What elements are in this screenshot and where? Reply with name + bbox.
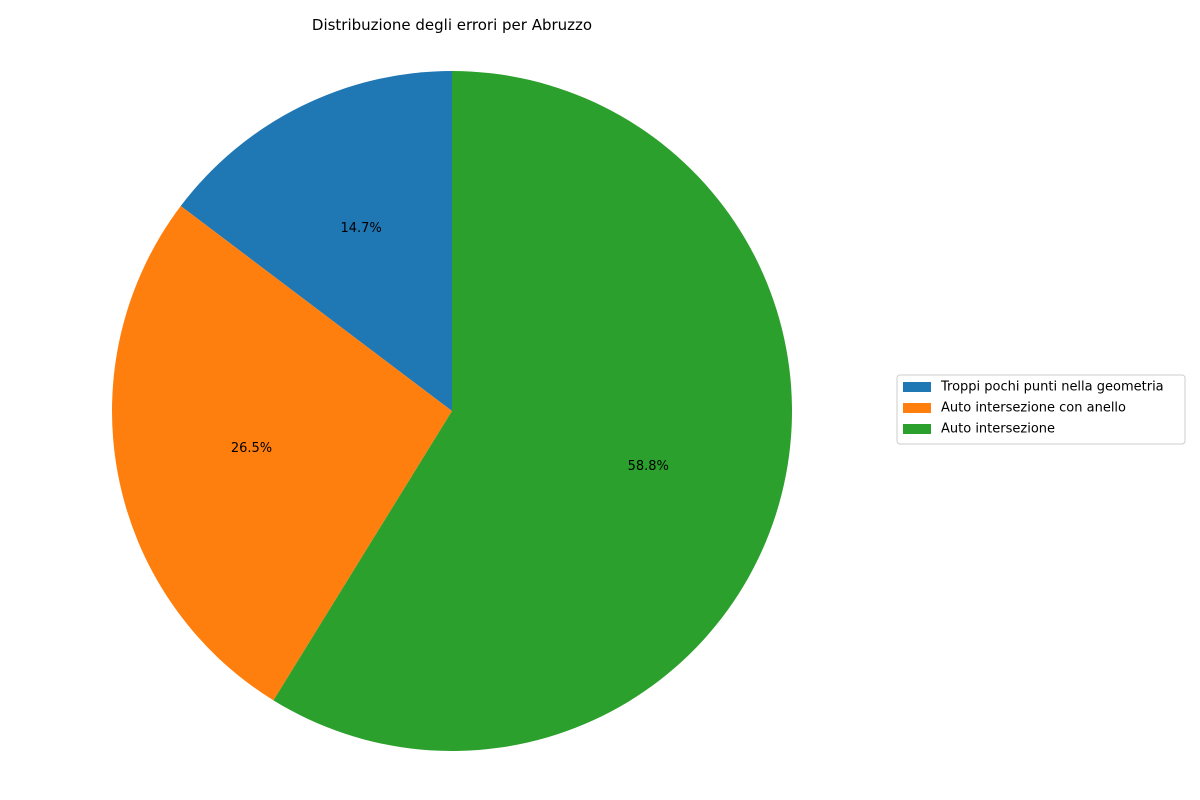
legend: Troppi pochi punti nella geometria Auto i… bbox=[896, 374, 1186, 445]
pie-slice-2 bbox=[111, 206, 452, 701]
legend-swatch-2 bbox=[903, 403, 931, 413]
legend-swatch-1 bbox=[903, 382, 931, 392]
legend-items: Troppi pochi punti nella geometria Auto i… bbox=[903, 380, 1164, 437]
pie-slices bbox=[111, 71, 792, 751]
legend-label-2: Auto intersezione con anello bbox=[941, 401, 1126, 416]
legend-label-1: Troppi pochi punti nella geometria bbox=[940, 380, 1164, 395]
pie-pct-label-1: 14.7% bbox=[340, 221, 381, 236]
pie-percentage-labels: 14.7% 26.5% 58.8% bbox=[231, 221, 669, 474]
legend-swatch-3 bbox=[903, 424, 931, 434]
pie-pct-label-2: 26.5% bbox=[231, 441, 272, 456]
legend-frame bbox=[896, 374, 1186, 445]
pie-slice-1 bbox=[180, 71, 453, 411]
chart-title: Distribuzione degli errori per Abruzzo bbox=[312, 16, 592, 34]
legend-label-3: Auto intersezione bbox=[941, 422, 1055, 437]
pie-slice-3 bbox=[273, 71, 792, 751]
pie-pct-label-3: 58.8% bbox=[628, 459, 669, 474]
